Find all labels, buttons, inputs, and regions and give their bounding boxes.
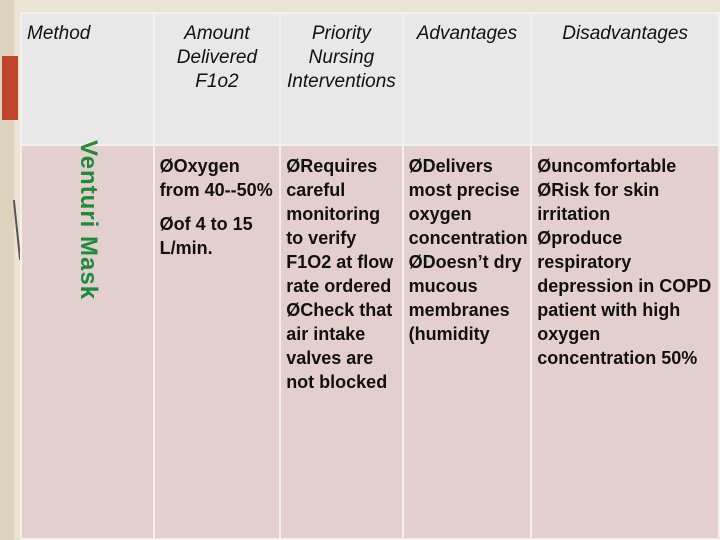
header-method-cell: Method [20, 12, 155, 146]
list-item: Øof 4 to 15 L/min. [159, 214, 253, 258]
header-amount: Amount Delivered F1o2 [176, 23, 258, 92]
disadvantages-cell: Øuncomfortable ØRisk for skin irritation… [530, 144, 720, 540]
method-label-venturi-mask: Venturi Mask [75, 140, 102, 301]
header-disadvantages: Disadvantages [562, 23, 688, 44]
method-cell [20, 144, 155, 540]
table-row: ØOxygen from 40--50% Øof 4 to 15 L/min. … [20, 144, 720, 540]
list-item: ØDoesn’t dry mucous membranes (humidity [408, 252, 522, 344]
bullet-arrow-icon: Ø [537, 156, 552, 176]
header-method: Method [27, 23, 91, 44]
bullet-arrow-icon: Ø [159, 214, 174, 234]
list-item: Øproduce respiratory depression in COPD … [537, 228, 712, 368]
header-priority: Priority Nursing Interventions [287, 23, 396, 92]
list-item: ØRequires careful monitoring to verify F… [286, 156, 394, 296]
header-disadvantages-cell: Disadvantages [530, 12, 720, 146]
table-header-row: Method Amount Delivered F1o2 Priority Nu… [20, 12, 720, 146]
bullet-arrow-icon: Ø [537, 180, 552, 200]
left-margin-strip [0, 0, 14, 540]
bullet-arrow-icon: Ø [286, 156, 301, 176]
bullet-arrow-icon: Ø [408, 156, 423, 176]
bullet-arrow-icon: Ø [159, 156, 174, 176]
priority-cell: ØRequires careful monitoring to verify F… [279, 144, 404, 540]
list-item: ØRisk for skin irritation [537, 180, 660, 224]
amount-cell: ØOxygen from 40--50% Øof 4 to 15 L/min. [152, 144, 282, 540]
list-item: Øuncomfortable [537, 156, 677, 176]
oxygen-delivery-table: Method Amount Delivered F1o2 Priority Nu… [20, 12, 720, 540]
bullet-arrow-icon: Ø [537, 228, 552, 248]
list-item: ØOxygen from 40--50% [159, 156, 273, 200]
header-advantages-cell: Advantages [401, 12, 533, 146]
advantages-cell: ØDelivers most precise oxygen concentrat… [401, 144, 533, 540]
accent-bar [2, 56, 18, 120]
list-item: ØCheck that air intake valves are not bl… [286, 300, 393, 392]
list-item: ØDelivers most precise oxygen concentrat… [408, 156, 528, 248]
header-priority-cell: Priority Nursing Interventions [279, 12, 404, 146]
bullet-arrow-icon: Ø [408, 252, 423, 272]
header-amount-cell: Amount Delivered F1o2 [152, 12, 282, 146]
bullet-arrow-icon: Ø [286, 300, 301, 320]
header-advantages: Advantages [416, 23, 518, 44]
